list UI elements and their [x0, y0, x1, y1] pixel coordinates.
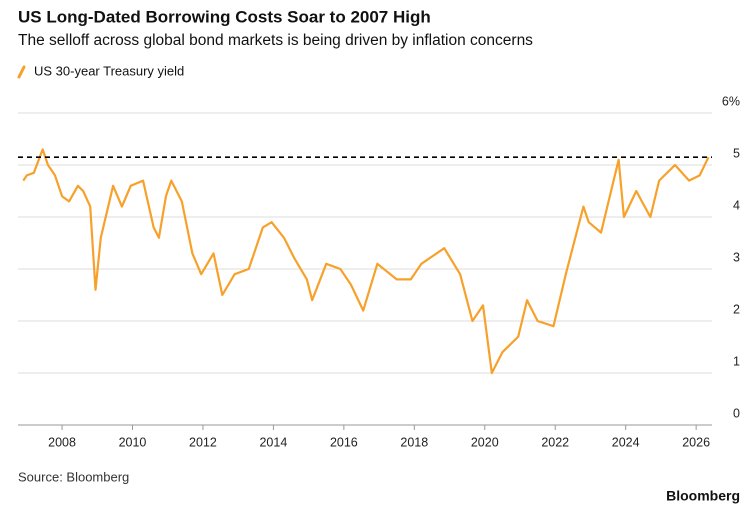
- y-tick-label: 3: [733, 250, 740, 264]
- legend-swatch: [17, 65, 26, 79]
- y-tick-label: 5: [733, 146, 740, 160]
- chart-subtitle: The selloff across global bond markets i…: [18, 32, 533, 49]
- brand: Bloomberg: [666, 488, 740, 504]
- y-tick-label: 0: [733, 406, 740, 420]
- x-tick-label: 2022: [541, 435, 569, 449]
- y-tick-label: 2: [733, 302, 740, 316]
- y-tick-label: 6%: [722, 94, 740, 108]
- x-tick-label: 2024: [612, 435, 640, 449]
- x-tick-label: 2016: [330, 435, 358, 449]
- y-tick-label: 1: [733, 354, 740, 368]
- x-tick-label: 2026: [682, 435, 710, 449]
- series-line: [22, 148, 710, 375]
- chart-title: US Long-Dated Borrowing Costs Soar to 20…: [18, 7, 431, 26]
- x-tick-label: 2014: [259, 435, 287, 449]
- x-tick-label: 2018: [400, 435, 428, 449]
- x-tick-label: 2020: [471, 435, 499, 449]
- source: Source: Bloomberg: [18, 469, 129, 484]
- x-tick-label: 2010: [119, 435, 147, 449]
- legend-label: US 30-year Treasury yield: [34, 63, 184, 78]
- x-tick-label: 2008: [48, 435, 76, 449]
- x-tick-label: 2012: [189, 435, 217, 449]
- y-tick-label: 4: [733, 198, 740, 212]
